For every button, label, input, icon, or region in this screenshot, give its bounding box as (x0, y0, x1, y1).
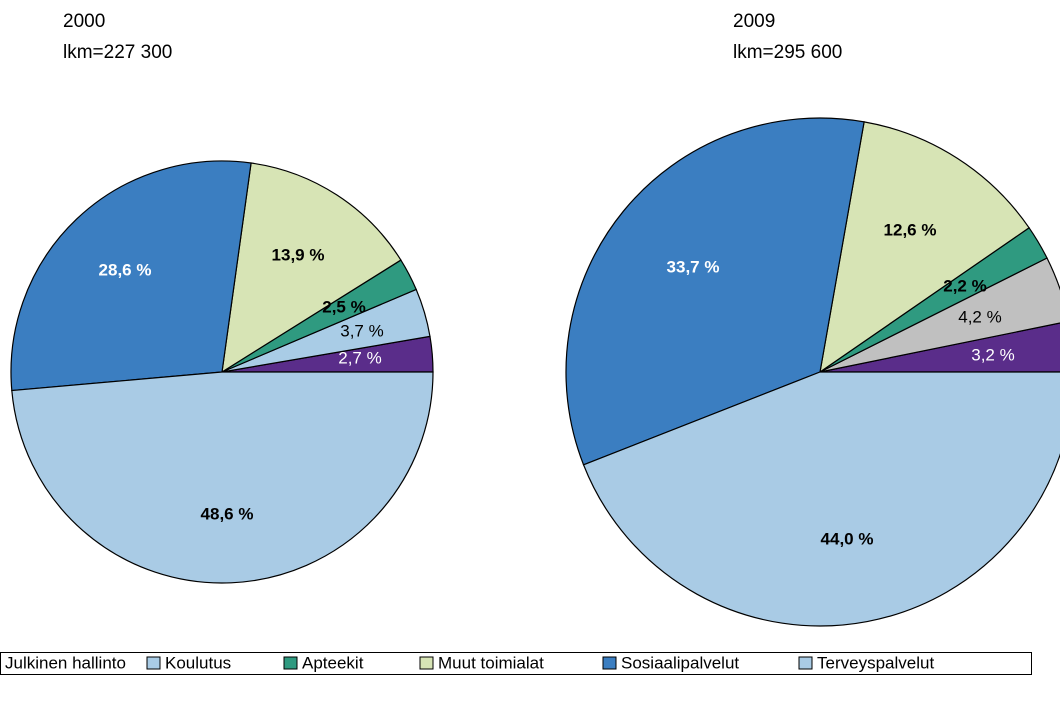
data-label: 13,9 % (272, 245, 325, 264)
data-label: 2,7 % (338, 348, 381, 367)
pie-slice (10, 160, 252, 392)
pie-slice (11, 371, 434, 584)
data-label: 2,2 % (943, 276, 986, 295)
data-label: 28,6 % (99, 260, 152, 279)
data-label: 3,2 % (971, 345, 1014, 364)
legend-swatch (146, 656, 161, 670)
chart-title: 2000 (63, 11, 105, 32)
chart-subtitle: lkm=227 300 (63, 42, 172, 63)
legend-swatch (798, 656, 813, 670)
legend-label: Koulutus (165, 653, 231, 672)
legend-swatch (602, 656, 617, 670)
legend-swatch (283, 656, 298, 670)
data-label: 2,5 % (322, 297, 365, 316)
pie-slice (819, 121, 1030, 374)
data-label: 3,7 % (340, 321, 383, 340)
data-label: 33,7 % (667, 257, 720, 276)
pie-slice (565, 117, 865, 466)
data-label: 48,6 % (201, 504, 254, 523)
legend-label: Terveyspalvelut (817, 653, 934, 672)
legend-label: Julkinen hallinto (5, 653, 126, 672)
legend-label: Sosiaalipalvelut (621, 653, 739, 672)
legend-label: Apteekit (302, 653, 364, 672)
legend-swatch (419, 656, 434, 670)
chart-subtitle: lkm=295 600 (733, 42, 842, 63)
pie-slice (819, 322, 1060, 373)
pie-slice (221, 162, 402, 374)
data-label: 4,2 % (958, 307, 1001, 326)
data-label: 44,0 % (821, 529, 874, 548)
legend-label: Muut toimialat (438, 653, 544, 672)
chart-title: 2009 (733, 11, 775, 32)
data-label: 12,6 % (884, 220, 937, 239)
pie-slice (582, 371, 1060, 627)
